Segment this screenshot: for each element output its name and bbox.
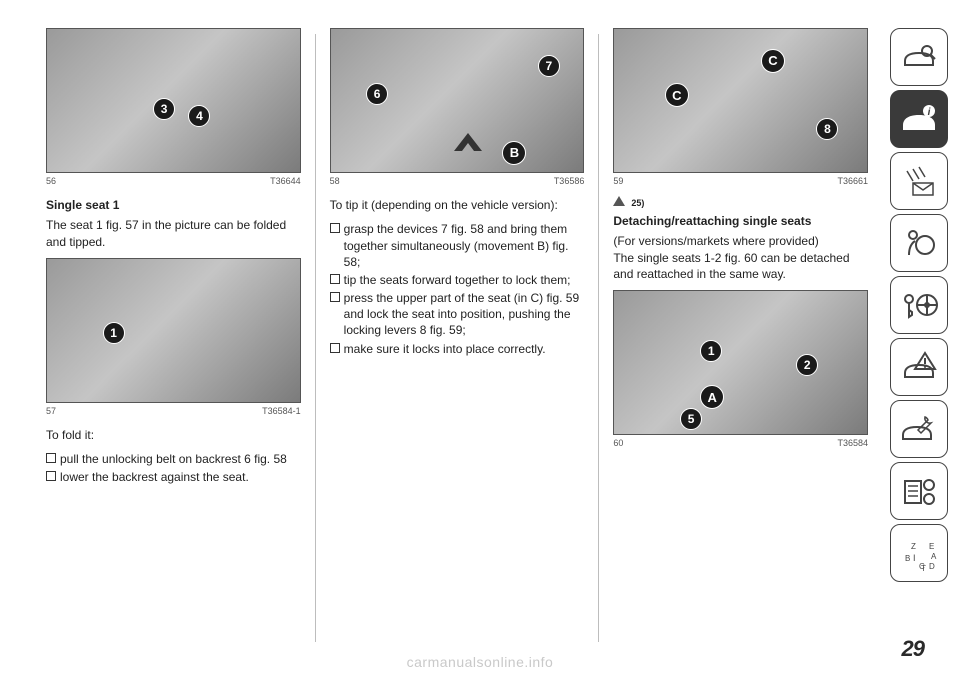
bullet-item: pull the unlocking belt on backrest 6 fi…	[46, 451, 301, 467]
column-divider	[598, 34, 599, 642]
bullet-item: press the upper part of the seat (in C) …	[330, 290, 585, 339]
heading-detaching: Detaching/reattaching single seats	[613, 213, 868, 229]
svg-text:D: D	[929, 562, 935, 571]
svg-text:A: A	[931, 552, 937, 561]
callout-1: 1	[103, 322, 125, 344]
callout-C2: C	[761, 49, 785, 73]
svg-text:E: E	[929, 542, 934, 551]
manual-page: 3 4 56 T36644 Single seat 1 The seat 1 f…	[0, 0, 960, 678]
bullet-item: tip the seats forward together to lock t…	[330, 272, 585, 288]
bullet-item: make sure it locks into place correctly.	[330, 341, 585, 357]
column-divider	[315, 34, 316, 642]
warning-text: 25)	[631, 198, 644, 208]
column-3: C C 8 59 T36661 25) Detaching/reattachin…	[607, 28, 874, 662]
airbag-icon[interactable]	[890, 214, 948, 272]
svg-text:Z: Z	[911, 542, 916, 551]
svg-text:T: T	[921, 564, 926, 573]
callout-7: 7	[538, 55, 560, 77]
heading-single-seat: Single seat 1	[46, 197, 301, 213]
section-sidebar: i ZEBADCIT	[890, 0, 960, 678]
subhead-fold: To fold it:	[46, 427, 301, 443]
bullet-item: lower the backrest against the seat.	[46, 469, 301, 485]
figure-58-caption: 58 T36586	[330, 175, 585, 187]
figure-number: 57	[46, 405, 56, 417]
paragraph: The seat 1 fig. 57 in the picture can be…	[46, 217, 301, 249]
svg-text:B: B	[905, 554, 910, 563]
car-search-icon[interactable]	[890, 28, 948, 86]
callout-3: 3	[153, 98, 175, 120]
callout-8: 8	[816, 118, 838, 140]
figure-code: T36584-1	[262, 405, 301, 417]
bullet-item: grasp the devices 7 fig. 58 and bring th…	[330, 221, 585, 270]
figure-code: T36661	[837, 175, 868, 187]
figure-60: 1 2 A 5	[613, 290, 868, 435]
callout-1b: 1	[700, 340, 722, 362]
column-2: 6 7 B 58 T36586 To tip it (depending on …	[324, 28, 591, 662]
watermark-text: carmanualsonline.info	[407, 653, 554, 672]
figure-number: 56	[46, 175, 56, 187]
callout-5: 5	[680, 408, 702, 430]
figure-56-caption: 56 T36644	[46, 175, 301, 187]
callout-6: 6	[366, 83, 388, 105]
callout-A: A	[700, 385, 724, 409]
figure-59-caption: 59 T36661	[613, 175, 868, 187]
car-warning-icon[interactable]	[890, 338, 948, 396]
figure-57: 1	[46, 258, 301, 403]
arrow-icon	[452, 129, 484, 153]
svg-text:I: I	[913, 553, 916, 563]
callout-2: 2	[796, 354, 818, 376]
figure-57-caption: 57 T36584-1	[46, 405, 301, 417]
figure-59: C C 8	[613, 28, 868, 173]
warning-note: 25)	[613, 197, 868, 209]
figure-56: 3 4	[46, 28, 301, 173]
content-columns: 3 4 56 T36644 Single seat 1 The seat 1 f…	[0, 0, 890, 678]
paragraph: The single seats 1-2 fig. 60 can be deta…	[613, 250, 868, 282]
figure-code: T36644	[270, 175, 301, 187]
list-gear-icon[interactable]	[890, 462, 948, 520]
figure-number: 59	[613, 175, 623, 187]
figure-code: T36584	[837, 437, 868, 449]
paragraph: (For versions/markets where provided)	[613, 233, 868, 249]
page-number: 29	[902, 634, 924, 664]
figure-code: T36586	[554, 175, 585, 187]
warning-triangle-icon	[613, 196, 625, 206]
callout-B: B	[502, 141, 526, 165]
figure-number: 60	[613, 437, 623, 449]
figure-60-caption: 60 T36584	[613, 437, 868, 449]
light-message-icon[interactable]	[890, 152, 948, 210]
svg-text:i: i	[928, 107, 931, 118]
paragraph: To tip it (depending on the vehicle vers…	[330, 197, 585, 213]
car-wrench-icon[interactable]	[890, 400, 948, 458]
figure-number: 58	[330, 175, 340, 187]
column-1: 3 4 56 T36644 Single seat 1 The seat 1 f…	[40, 28, 307, 662]
car-info-icon[interactable]: i	[890, 90, 948, 148]
abc-gear-icon[interactable]: ZEBADCIT	[890, 524, 948, 582]
callout-4: 4	[188, 105, 210, 127]
figure-58: 6 7 B	[330, 28, 585, 173]
key-steering-icon[interactable]	[890, 276, 948, 334]
callout-C: C	[665, 83, 689, 107]
